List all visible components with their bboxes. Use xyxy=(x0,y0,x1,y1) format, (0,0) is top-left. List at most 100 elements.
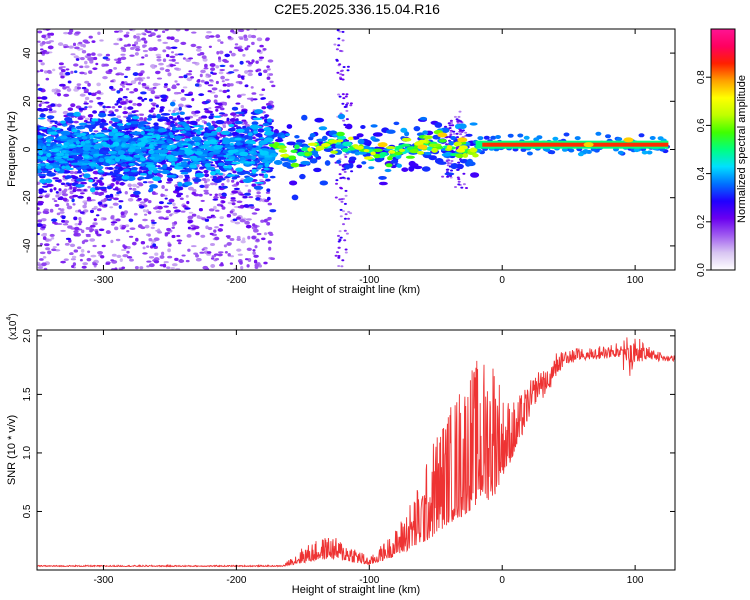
heatmap-cell xyxy=(114,108,119,112)
heatmap-cell xyxy=(330,150,338,154)
y-tick-label: 1.0 xyxy=(22,446,33,460)
heatmap-cell xyxy=(66,158,75,161)
heatmap-cell xyxy=(126,250,130,254)
heatmap-cell xyxy=(186,200,190,205)
heatmap-cell xyxy=(90,121,96,125)
heatmap-cell xyxy=(76,178,83,182)
heatmap-cell xyxy=(300,147,310,152)
heatmap-cell xyxy=(73,226,80,231)
heatmap-cell xyxy=(244,161,254,164)
heatmap-cell xyxy=(253,185,264,190)
heatmap-cell xyxy=(99,137,110,141)
heatmap-cell xyxy=(350,170,354,173)
heatmap-cell xyxy=(215,65,220,69)
heatmap-cell xyxy=(263,232,268,236)
heatmap-cell xyxy=(63,141,70,147)
heatmap-cell xyxy=(126,255,133,259)
heatmap-cell xyxy=(150,226,155,230)
heatmap-cell xyxy=(214,105,222,109)
heatmap-cell xyxy=(156,58,162,62)
heatmap-cell xyxy=(44,101,50,104)
heatmap-cell xyxy=(184,138,192,142)
heatmap-cell xyxy=(234,221,241,225)
heatmap-cell xyxy=(343,170,347,173)
heatmap-cell xyxy=(253,254,259,258)
heatmap-cell xyxy=(51,237,55,240)
heatmap-cell xyxy=(208,208,215,212)
heatmap-cell xyxy=(171,58,176,62)
heatmap-cell xyxy=(66,205,73,210)
heatmap-cell xyxy=(401,137,412,142)
heatmap-cell xyxy=(342,210,345,213)
heatmap-cell xyxy=(219,216,224,220)
heatmap-cell xyxy=(227,127,236,132)
heatmap-cell xyxy=(343,153,347,156)
heatmap-cell xyxy=(73,111,81,117)
heatmap-cell xyxy=(446,164,450,167)
heatmap-cell xyxy=(97,201,103,205)
heatmap-cell xyxy=(71,178,75,182)
heatmap-cell xyxy=(227,252,231,257)
snr-xlabel: Height of straight line (km) xyxy=(292,584,420,596)
heatmap-cell xyxy=(37,232,41,236)
heatmap-cell xyxy=(176,115,181,119)
heatmap-cell xyxy=(45,147,51,151)
heatmap-cell xyxy=(73,232,79,237)
heatmap-cell xyxy=(339,208,343,211)
heatmap-cell xyxy=(446,175,450,178)
heatmap-cell xyxy=(257,128,265,133)
heatmap-cell xyxy=(89,224,96,228)
heatmap-cell xyxy=(120,211,125,216)
heatmap-cell xyxy=(338,95,342,98)
heatmap-cell xyxy=(286,141,297,146)
heatmap-cell xyxy=(165,54,170,58)
heatmap-cell xyxy=(91,207,97,210)
heatmap-cell xyxy=(153,237,160,242)
heatmap-cell xyxy=(226,83,231,87)
heatmap-cell xyxy=(372,148,383,153)
heatmap-cell xyxy=(131,183,138,188)
heatmap-cell xyxy=(95,62,99,66)
heatmap-cell xyxy=(161,169,171,175)
heatmap-cell xyxy=(450,160,454,162)
heatmap-cell xyxy=(87,82,91,87)
heatmap-cell xyxy=(252,251,256,255)
heatmap-cell xyxy=(132,115,140,120)
heatmap-cell xyxy=(37,266,43,269)
heatmap-cell xyxy=(58,83,66,87)
snr-frame xyxy=(36,329,676,571)
heatmap-cell xyxy=(109,155,117,159)
heatmap-cell xyxy=(78,122,88,126)
heatmap-cell xyxy=(83,155,90,159)
heatmap-cell xyxy=(52,177,59,180)
heatmap-cell xyxy=(345,103,349,106)
heatmap-cell xyxy=(457,161,461,164)
heatmap-cell xyxy=(507,133,514,138)
heatmap-cell xyxy=(127,43,131,47)
heatmap-cell xyxy=(445,160,449,162)
heatmap-cell xyxy=(160,193,164,198)
heatmap-cell xyxy=(164,197,168,200)
heatmap-cell xyxy=(172,151,180,156)
heatmap-cell xyxy=(234,46,240,50)
heatmap-cell xyxy=(472,153,479,158)
heatmap-cell xyxy=(261,237,266,241)
heatmap-cell xyxy=(247,135,254,141)
heatmap-cell xyxy=(235,102,241,105)
heatmap-cell xyxy=(140,126,146,130)
heatmap-cell xyxy=(81,136,88,140)
heatmap-cell xyxy=(80,192,85,195)
heatmap-cell xyxy=(117,57,122,62)
heatmap-cell xyxy=(526,151,533,156)
heatmap-cell xyxy=(175,29,181,32)
heatmap-cell xyxy=(261,170,266,174)
heatmap-cell xyxy=(218,178,226,181)
heatmap-cell xyxy=(199,146,210,149)
heatmap-cell xyxy=(155,210,162,214)
heatmap-cell xyxy=(73,120,79,124)
heatmap-cell xyxy=(146,260,152,263)
heatmap-cell xyxy=(184,29,189,32)
heatmap-cell xyxy=(209,91,216,94)
heatmap-cell xyxy=(37,263,42,267)
